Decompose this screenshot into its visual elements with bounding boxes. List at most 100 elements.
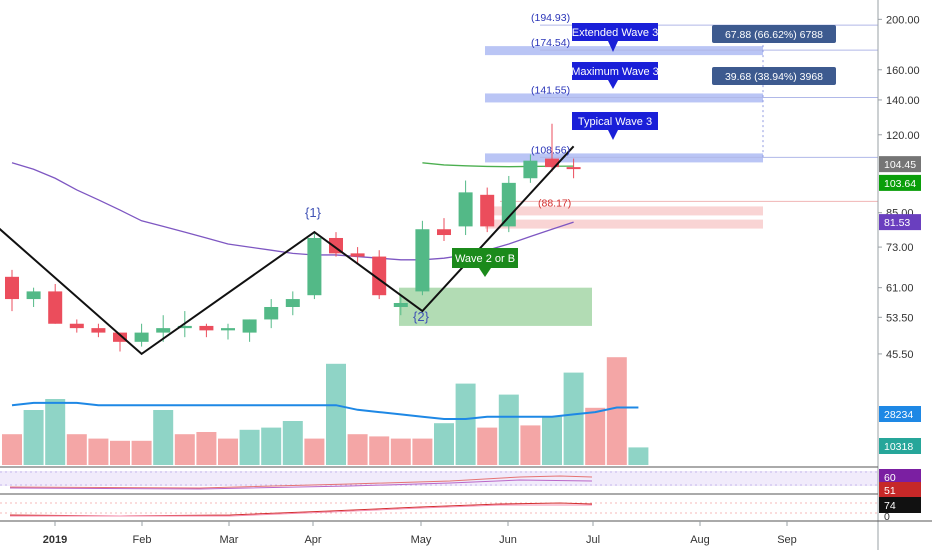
volume-bar — [498, 394, 519, 465]
badge-ma-text: 81.53 — [884, 217, 910, 229]
volume-bar — [153, 410, 174, 465]
rsi-signal — [9, 479, 593, 490]
measure-box-1-text: 67.88 (66.62%) 6788 — [725, 29, 823, 41]
candle-body — [5, 276, 19, 300]
volume-bar — [110, 440, 130, 465]
maximum-wave3-callout — [572, 62, 658, 80]
price-tick-label: 61.00 — [886, 283, 914, 295]
volume-bar — [347, 434, 368, 465]
level-label: (141.55) — [531, 84, 570, 96]
candle-body — [523, 160, 538, 179]
candle-body — [199, 325, 214, 331]
wave-1-label: {1} — [305, 205, 322, 220]
candle-body — [501, 182, 516, 227]
badge-vol-last-text: 10318 — [884, 441, 913, 453]
badge-vol-last — [879, 438, 921, 454]
support-zone — [485, 206, 763, 216]
candle-body — [26, 291, 41, 300]
maximum-wave3-callout-text: Maximum Wave 3 — [571, 66, 659, 78]
time-tick-label: Jun — [499, 534, 517, 546]
time-tick-label: Jul — [586, 534, 600, 546]
measure-box-2-text: 39.68 (38.94%) 3968 — [725, 71, 823, 83]
candle-body — [480, 194, 495, 227]
price-tick-label: 200.00 — [886, 14, 920, 26]
volume-bar — [326, 363, 346, 465]
volume-bar — [455, 383, 476, 465]
candle-body — [458, 192, 473, 227]
candle-body — [566, 167, 581, 170]
badge-ind-3 — [879, 497, 921, 513]
volume-bar — [520, 425, 541, 465]
level-label: (88.17) — [538, 197, 571, 209]
candle-body — [156, 328, 171, 333]
volume-bar — [304, 438, 325, 465]
level-label: (108.56) — [531, 144, 570, 156]
price-tick-label: 140.00 — [886, 95, 920, 107]
measure-box-2 — [712, 67, 836, 85]
time-tick-label: Feb — [133, 534, 152, 546]
time-tick-label: May — [411, 534, 432, 546]
level-label: (174.54) — [531, 37, 570, 49]
candle-body — [264, 306, 279, 320]
volume-bar — [369, 436, 390, 465]
candle-body — [307, 237, 322, 296]
candle-body — [285, 299, 300, 307]
typical-wave3-callout — [572, 112, 658, 130]
price-tick-label: 45.50 — [886, 349, 914, 361]
badge-vol-avg-text: 28234 — [884, 409, 913, 421]
ind-signal — [10, 504, 592, 517]
volume-bar — [218, 438, 238, 465]
wave2-callout — [452, 248, 518, 268]
typical-wave3-callout-text: Typical Wave 3 — [578, 116, 652, 128]
candle-body — [242, 319, 257, 333]
candle-body — [48, 291, 63, 324]
candle-body — [91, 328, 106, 333]
candle-body — [177, 325, 192, 329]
candle-body — [415, 229, 430, 292]
volume-average-line — [11, 401, 639, 420]
volume-bar — [585, 407, 606, 465]
volume-bar — [542, 416, 562, 465]
measure-box-1 — [712, 25, 836, 43]
badge-ind-3-text: 74 — [884, 500, 896, 512]
volume-bar — [477, 427, 498, 465]
wave2-callout-pointer — [479, 268, 491, 277]
volume-bar — [2, 434, 22, 465]
wave2-zone — [399, 287, 592, 326]
rsi-band — [0, 471, 878, 486]
price-tick-label: 53.50 — [886, 312, 914, 324]
time-tick-label: Mar — [220, 534, 239, 546]
badge-rsi-2 — [879, 482, 921, 498]
badge-rsi-1 — [879, 469, 921, 485]
volume-bar — [282, 421, 303, 465]
extended-wave3-callout-pointer — [608, 41, 618, 52]
volume-bar — [628, 447, 649, 465]
time-tick-label: Sep — [777, 534, 797, 546]
volume-bar — [196, 432, 217, 465]
volume-bar — [45, 399, 66, 465]
rsi-line — [9, 475, 593, 489]
volume-bar — [563, 372, 584, 465]
badge-close-prev-text: 104.45 — [884, 159, 916, 171]
price-tick-label: 73.00 — [886, 242, 914, 254]
candle-body — [393, 302, 408, 307]
wave2-callout-text: Wave 2 or B — [455, 253, 515, 265]
extended-wave3-callout — [572, 23, 658, 41]
candle-body — [350, 253, 365, 257]
typical-wave3-callout-pointer — [608, 130, 618, 140]
extended-wave3-callout-text: Extended Wave 3 — [572, 27, 658, 39]
price-tick-label: 120.00 — [886, 130, 920, 142]
time-tick-label: 2019 — [43, 534, 67, 546]
time-tick-label: Apr — [304, 534, 321, 546]
wave-2-label: {2} — [413, 309, 430, 324]
volume-bar — [239, 429, 260, 465]
badge-vol-avg — [879, 406, 921, 422]
candle-body — [221, 328, 235, 331]
volume-bar — [88, 438, 109, 465]
badge-last — [879, 174, 921, 191]
volume-bar — [174, 434, 195, 465]
volume-bar — [606, 357, 627, 465]
candle-body — [134, 332, 149, 342]
